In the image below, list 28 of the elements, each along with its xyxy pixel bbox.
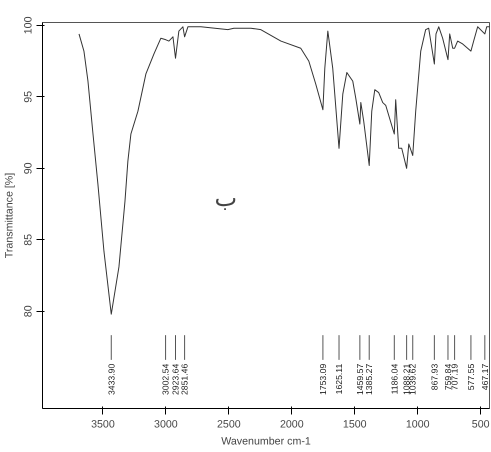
x-tick-label: 2000 bbox=[280, 418, 304, 430]
y-tick-label: 85 bbox=[22, 234, 34, 246]
ref-line-label: 2923.64 bbox=[170, 364, 181, 396]
ref-line-label: 1625.11 bbox=[334, 364, 344, 394]
line-series bbox=[78, 26, 490, 315]
y-tick-label: 80 bbox=[22, 305, 34, 318]
x-axis-title: Wavenumber cm-1 bbox=[221, 436, 311, 448]
y-tick-label: 100 bbox=[22, 16, 34, 34]
x-tick-label: 3500 bbox=[91, 418, 115, 430]
x-tick-label: 500 bbox=[472, 418, 490, 430]
ref-line-label: 3002.54 bbox=[160, 364, 171, 396]
x-tick-label: 1000 bbox=[406, 418, 430, 430]
x-tick-label: 3000 bbox=[154, 418, 178, 430]
ref-line-label: 577.55 bbox=[466, 364, 476, 390]
y-axis-title: Transmittance [%] bbox=[4, 172, 16, 258]
x-tick-label: 1500 bbox=[342, 418, 367, 430]
ref-line-label: 1753.09 bbox=[318, 364, 328, 396]
x-tick-label: 2500 bbox=[217, 418, 241, 430]
y-tick-label: 95 bbox=[22, 90, 34, 103]
ref-line-label: 467.17 bbox=[480, 364, 490, 390]
ref-line-label: 1186.04 bbox=[389, 364, 400, 394]
ref-line-label: 2851.46 bbox=[180, 364, 190, 396]
annotation: ب bbox=[214, 184, 238, 212]
ref-line-label: 867.93 bbox=[429, 364, 440, 390]
ref-line-label: 1459.57 bbox=[354, 364, 365, 396]
ref-line-label: 1385.27 bbox=[364, 364, 374, 396]
y-tick-label: 90 bbox=[22, 162, 34, 174]
ref-line-label: 3433.90 bbox=[106, 364, 116, 396]
